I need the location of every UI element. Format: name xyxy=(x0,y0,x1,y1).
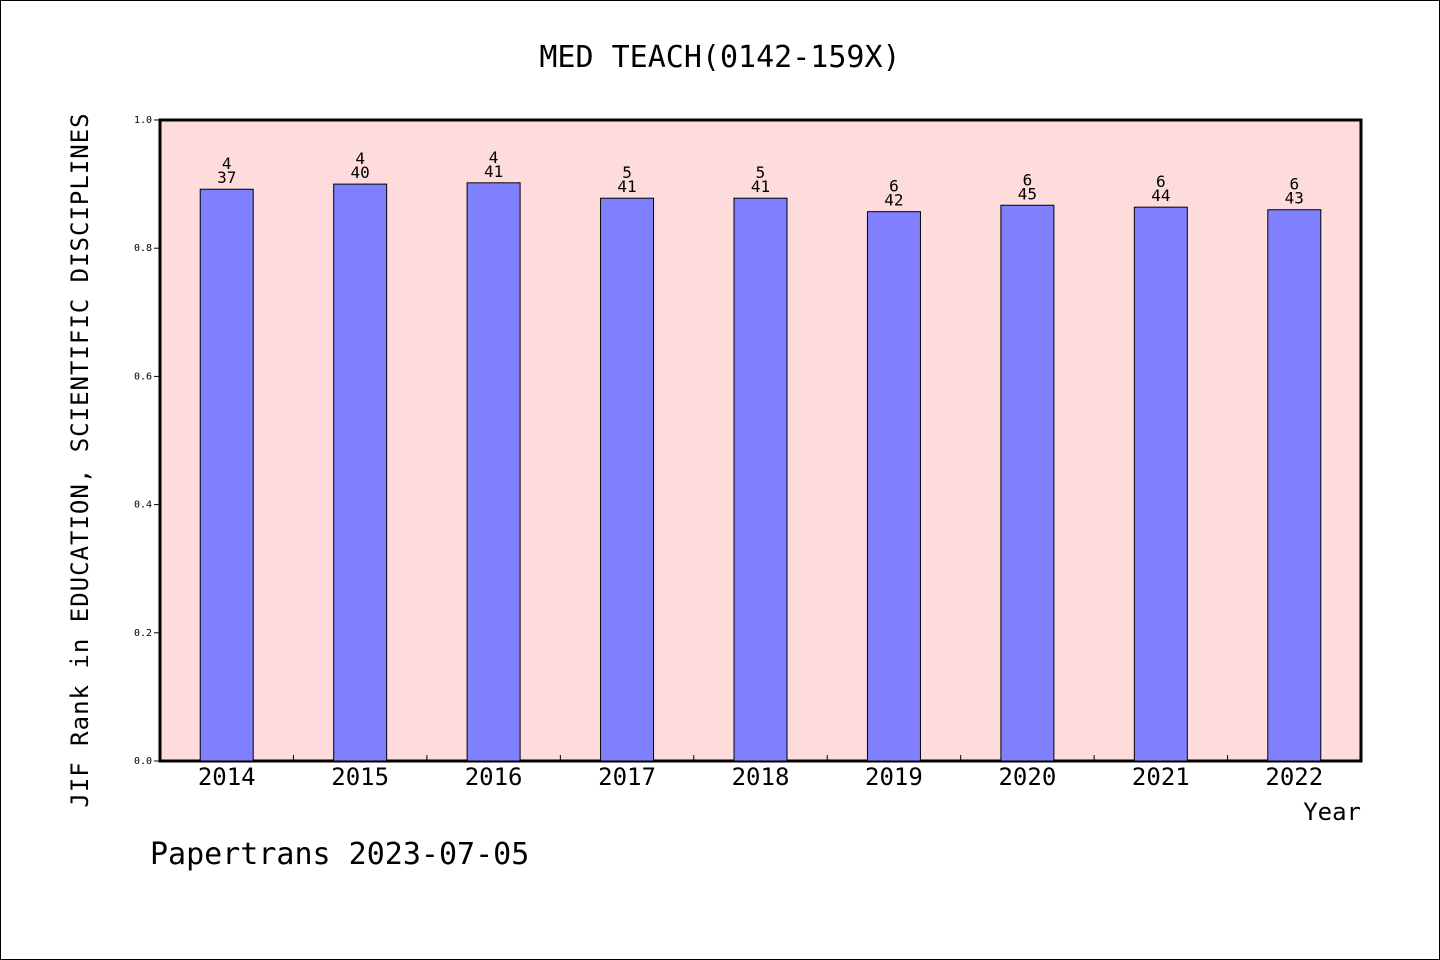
bar-label-rank: 5 xyxy=(622,163,632,182)
x-tick-label: 2022 xyxy=(1265,763,1323,791)
y-axis-label: JIF Rank in EDUCATION, SCIENTIFIC DISCIP… xyxy=(66,112,94,807)
bar-2016 xyxy=(466,182,521,762)
bar-label-rank: 6 xyxy=(889,177,899,196)
x-tick-label: 2017 xyxy=(598,763,656,791)
bar-label-total: 41 xyxy=(751,177,770,196)
x-axis-label: Year xyxy=(1303,798,1361,826)
bar-2020 xyxy=(1000,204,1055,762)
bar-2022 xyxy=(1267,209,1322,762)
bar-label-total: 44 xyxy=(1151,186,1170,205)
y-tick-label: 0.0 xyxy=(134,756,152,767)
bar-label-total: 37 xyxy=(217,168,236,187)
y-axis: 0.0 0.2 0.4 0.6 0.8 1.0 xyxy=(134,115,160,767)
bar-label-rank: 5 xyxy=(756,163,766,182)
bar-2017 xyxy=(600,197,655,762)
bar-label-total: 45 xyxy=(1018,184,1037,203)
bar-label-total: 41 xyxy=(484,162,503,181)
x-tick-label: 2020 xyxy=(998,763,1056,791)
bars xyxy=(199,182,1322,762)
x-tick-label: 2015 xyxy=(331,763,389,791)
bar-label-total: 42 xyxy=(884,191,903,210)
bar-label-total: 41 xyxy=(617,177,636,196)
bar-2021 xyxy=(1133,206,1188,762)
bar-label-total: 40 xyxy=(351,163,370,182)
bar-2019 xyxy=(866,211,921,762)
bar-label-rank: 6 xyxy=(1289,175,1299,194)
bar-label-rank: 6 xyxy=(1023,170,1033,189)
x-tick-label: 2018 xyxy=(732,763,790,791)
chart-title: MED TEACH(0142-159X) xyxy=(539,40,900,75)
y-tick-label: 0.8 xyxy=(134,243,152,254)
footer-text: Papertrans 2023-07-05 xyxy=(150,837,529,872)
bar-label-rank: 4 xyxy=(489,148,499,167)
x-tick-label: 2016 xyxy=(465,763,523,791)
x-tick-label: 2021 xyxy=(1132,763,1190,791)
x-tick-label: 2019 xyxy=(865,763,923,791)
y-tick-label: 0.6 xyxy=(134,371,152,382)
y-tick-label: 0.4 xyxy=(134,500,152,511)
y-tick-label: 1.0 xyxy=(134,115,152,126)
bar-2014 xyxy=(199,188,254,762)
y-tick-label: 0.2 xyxy=(134,628,152,639)
bar-label-total: 43 xyxy=(1285,189,1304,208)
bar-label-rank: 4 xyxy=(355,149,365,168)
bar-2018 xyxy=(733,197,788,762)
bar-2015 xyxy=(333,183,388,762)
bar-label-rank: 4 xyxy=(222,154,232,173)
x-axis: 2014 2015 2016 2017 2018 2019 2020 2021 2022 xyxy=(198,755,1323,791)
x-tick-label: 2014 xyxy=(198,763,256,791)
bar-label-rank: 6 xyxy=(1156,172,1166,191)
